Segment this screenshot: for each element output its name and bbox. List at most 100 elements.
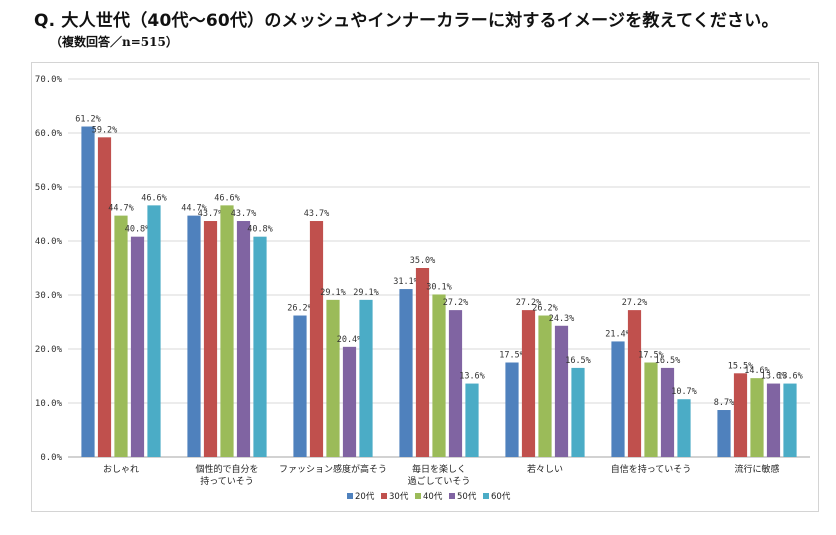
bar	[750, 378, 764, 457]
legend-swatch	[483, 493, 489, 499]
data-label: 10.7%	[671, 387, 697, 397]
bar	[571, 367, 585, 457]
bar	[611, 341, 625, 457]
bar	[187, 215, 201, 457]
bar	[432, 294, 446, 457]
legend-swatch	[381, 493, 387, 499]
data-label: 14.6%	[744, 366, 770, 376]
bar	[293, 315, 307, 457]
legend-label: 30代	[389, 491, 409, 502]
data-label: 43.7%	[304, 209, 330, 219]
y-tick-label: 10.0%	[35, 399, 63, 409]
bar	[717, 410, 731, 457]
legend-label: 20代	[355, 491, 375, 502]
legend-label: 60代	[491, 491, 511, 502]
data-label: 21.4%	[605, 329, 631, 339]
bar	[627, 310, 642, 457]
y-tick-label: 20.0%	[35, 345, 63, 355]
y-tick-label: 0.0%	[40, 453, 62, 463]
data-label: 31.1%	[393, 277, 419, 287]
data-label: 61.2%	[75, 115, 101, 125]
bar	[783, 383, 797, 457]
data-label: 40.8%	[125, 225, 151, 235]
chart-area: 0.0% 10.0% 20.0% 30.0% 40.0% 50.0% 60.0% 70.0% 6…	[31, 62, 819, 512]
x-tick-label: 自信を持っていそう	[611, 463, 692, 475]
bar	[505, 362, 519, 457]
y-tick-label: 40.0%	[35, 237, 63, 247]
y-tick-label: 50.0%	[35, 183, 63, 193]
data-label: 17.5%	[638, 351, 664, 361]
data-label: 29.1%	[353, 288, 379, 298]
data-label: 27.2%	[516, 298, 542, 308]
legend-label: 40代	[423, 491, 443, 502]
data-label: 13.6%	[777, 372, 803, 382]
data-label: 40.8%	[247, 225, 273, 235]
bar	[538, 315, 552, 457]
x-tick-label: ファッション感度が高そう	[279, 463, 387, 475]
x-tick-label: 若々しい	[527, 463, 563, 475]
bar	[147, 205, 161, 457]
data-label: 16.5%	[655, 356, 681, 366]
data-label: 26.2%	[532, 304, 558, 314]
legend-swatch	[449, 493, 455, 499]
bar	[130, 236, 145, 457]
x-tick-label: 個性的で自分を	[195, 463, 258, 475]
x-tick-label: おしゃれ	[103, 464, 139, 475]
chart-title: Q. 大人世代（40代〜60代）のメッシュやインナーカラーに対するイメージを教え…	[34, 11, 779, 31]
legend-label: 50代	[457, 491, 477, 502]
data-label: 13.6%	[761, 372, 787, 382]
bar	[309, 221, 324, 457]
data-label: 16.5%	[565, 356, 591, 366]
bar	[733, 373, 748, 457]
bar	[114, 215, 128, 457]
bar	[677, 399, 691, 457]
bar	[766, 383, 781, 457]
chart-subtitle: （複数回答／n=515）	[50, 35, 178, 49]
bar	[220, 205, 234, 457]
data-label: 26.2%	[287, 304, 313, 314]
bar	[81, 126, 95, 457]
data-label: 46.6%	[214, 193, 240, 203]
bar	[236, 221, 251, 457]
data-label: 15.5%	[728, 361, 754, 371]
bar	[554, 325, 569, 457]
bar	[448, 310, 463, 457]
data-label: 27.2%	[443, 298, 469, 308]
x-tick-label: 過ごしていそう	[408, 475, 471, 487]
data-label: 17.5%	[499, 351, 525, 361]
bar	[326, 299, 340, 457]
data-label: 43.7%	[231, 209, 257, 219]
x-tick-label: 流行に敏感	[734, 463, 779, 475]
data-label: 8.7%	[714, 398, 734, 408]
legend-swatch	[347, 493, 353, 499]
data-label: 20.4%	[337, 335, 363, 345]
data-label: 13.6%	[459, 372, 485, 382]
data-label: 30.1%	[426, 282, 452, 292]
bar-chart: 0.0% 10.0% 20.0% 30.0% 40.0% 50.0% 60.0% 70.0% 6…	[35, 75, 810, 502]
bar	[359, 299, 373, 457]
x-tick-label: 毎日を楽しく	[412, 463, 466, 475]
bar	[415, 268, 430, 457]
bar	[97, 137, 112, 457]
bar	[465, 383, 479, 457]
data-label: 44.7%	[108, 204, 134, 214]
bar	[660, 367, 675, 457]
bar	[203, 221, 218, 457]
data-label: 43.7%	[198, 209, 224, 219]
data-label: 59.2%	[92, 125, 118, 135]
data-label: 27.2%	[622, 298, 648, 308]
data-label: 29.1%	[320, 288, 346, 298]
data-label: 44.7%	[181, 204, 207, 214]
y-tick-label: 70.0%	[35, 75, 63, 85]
y-tick-label: 60.0%	[35, 129, 63, 139]
bar	[399, 289, 413, 457]
bar	[253, 236, 267, 457]
data-label: 24.3%	[549, 314, 575, 324]
data-label: 46.6%	[141, 193, 167, 203]
bar	[644, 362, 658, 457]
y-tick-label: 30.0%	[35, 291, 63, 301]
data-label: 35.0%	[410, 256, 436, 266]
legend-swatch	[415, 493, 421, 499]
bar	[342, 346, 357, 457]
x-tick-label: 持っていそう	[200, 475, 254, 487]
